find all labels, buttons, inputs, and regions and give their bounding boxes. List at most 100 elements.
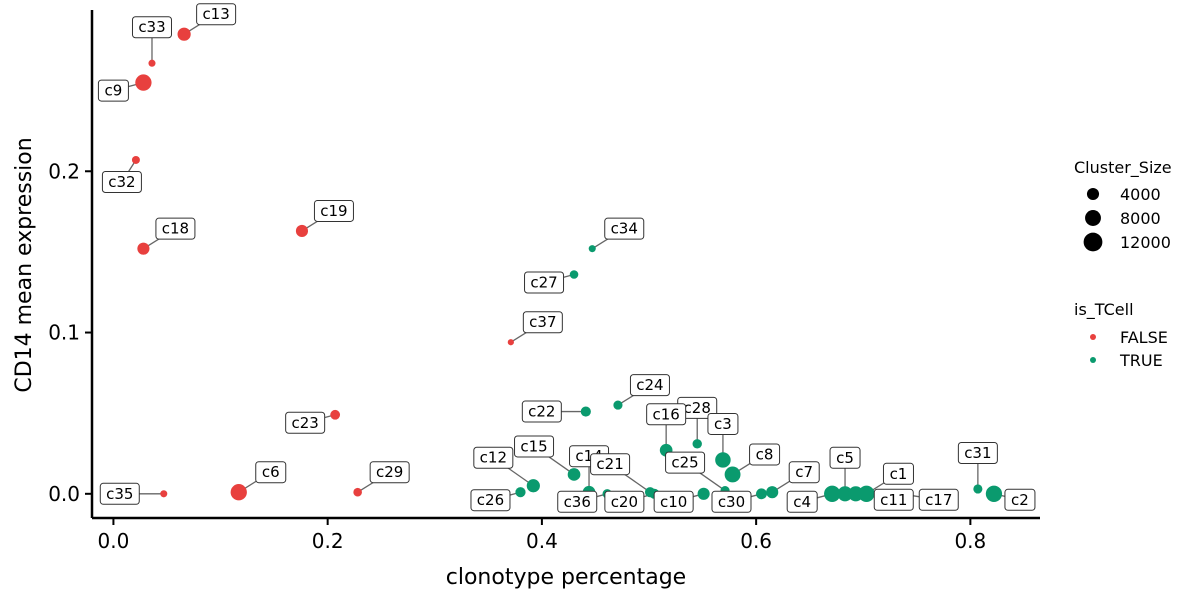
data-label-c26: c26 [470,489,511,512]
label-box [918,488,959,511]
label-text: c35 [106,485,133,503]
data-label-c16: c16 [646,403,687,426]
legend-color-label: FALSE [1120,328,1168,347]
data-label-c13: c13 [196,3,237,26]
legend-color-marker [1090,357,1096,363]
label-text: c15 [520,437,547,455]
legend: Cluster_Size 4000 8000 12000 is_TCell FALS… [1074,158,1172,370]
label-text: c27 [530,273,557,291]
y-tick-label: 0.1 [48,321,80,345]
label-box [590,453,631,476]
legend-color-title: is_TCell [1074,300,1134,320]
legend-color-label: TRUE [1119,351,1163,370]
label-text: c2 [1011,491,1029,509]
data-point-c31 [973,484,983,494]
x-tick-label: 0.0 [98,529,130,553]
legend-size-items: 4000 8000 12000 [1083,185,1171,252]
label-box [604,490,645,513]
label-text: c25 [671,454,698,472]
data-point-c26 [515,487,526,498]
y-axis-title: CD14 mean expression [12,137,37,392]
label-text: c31 [964,444,991,462]
label-box [369,461,410,484]
data-point-c9 [135,74,152,91]
data-point-c30 [756,488,767,500]
label-text: c7 [795,463,813,481]
label-box [646,403,687,426]
label-text: c23 [291,414,318,432]
label-box [665,451,706,474]
label-text: c28 [684,399,711,417]
label-box [653,490,694,513]
data-point-c15 [567,468,581,481]
label-text: c13 [202,5,229,23]
label-box [131,16,172,39]
label-box [749,443,781,466]
data-label-c8: c8 [749,443,781,466]
label-connector-lines [113,13,1021,503]
data-label-c4: c4 [786,490,818,513]
label-box [629,374,670,397]
label-text: c10 [660,493,687,511]
plot-area: c13 c33 c9 c32 c18 c19 c34 c27 c37 c22 c24 c28 c23 c1… [97,3,1036,513]
label-box [786,490,818,513]
data-label-c30: c30 [711,490,752,513]
label-box [196,3,237,26]
label-text: c22 [528,403,555,421]
data-point-c3 [715,452,731,468]
data-point-c34 [588,245,596,253]
data-label-c20: c20 [604,490,645,513]
y-tick-label: 0.2 [48,159,80,183]
data-labels: c13 c33 c9 c32 c18 c19 c34 c27 c37 c22 c24 c28 c23 c1… [97,3,1036,513]
x-tick-label: 0.8 [954,529,986,553]
data-point-c32 [131,155,140,164]
data-points [131,27,1003,502]
legend-size-marker [1086,187,1100,201]
data-label-c12: c12 [473,446,514,469]
data-label-c2: c2 [1004,488,1036,511]
label-text: c9 [105,82,123,100]
label-text: c30 [718,493,745,511]
data-label-c19: c19 [313,199,354,222]
label-box [557,490,598,513]
label-text: c11 [880,491,907,509]
legend-size-marker [1083,232,1103,252]
data-label-c10: c10 [653,490,694,513]
x-axis-title: clonotype percentage [446,565,686,590]
data-point-c28 [692,439,702,449]
label-box [101,170,142,193]
label-text: c24 [636,376,663,394]
data-point-c33 [148,59,156,67]
data-label-c37: c37 [522,311,563,334]
label-box [1004,488,1036,511]
label-text: c36 [564,493,591,511]
label-box [514,435,555,458]
label-text: c34 [611,220,638,238]
data-point-c1 [858,485,875,502]
data-label-c23: c23 [285,411,326,434]
y-tick-label: 0.0 [48,482,80,506]
label-text: c21 [596,455,623,473]
label-box [255,461,287,484]
data-label-c32: c32 [101,170,142,193]
data-point-c8 [724,466,741,483]
data-label-c14: c14 [569,445,610,468]
data-label-c24: c24 [629,374,670,397]
label-box [470,489,511,512]
label-text: c33 [138,18,165,36]
label-box [155,217,196,240]
data-point-c2 [985,485,1003,502]
label-box [522,311,563,334]
data-point-c11 [848,486,864,502]
legend-size-label: 4000 [1120,185,1161,204]
data-label-c21: c21 [590,453,631,476]
data-label-c31: c31 [957,441,998,464]
label-box [521,400,562,423]
label-text: c16 [652,405,679,423]
legend-size-label: 12000 [1120,233,1171,252]
legend-color-marker [1090,334,1096,340]
data-label-c15: c15 [514,435,555,458]
label-text: c3 [714,415,732,433]
label-text: c26 [477,491,504,509]
